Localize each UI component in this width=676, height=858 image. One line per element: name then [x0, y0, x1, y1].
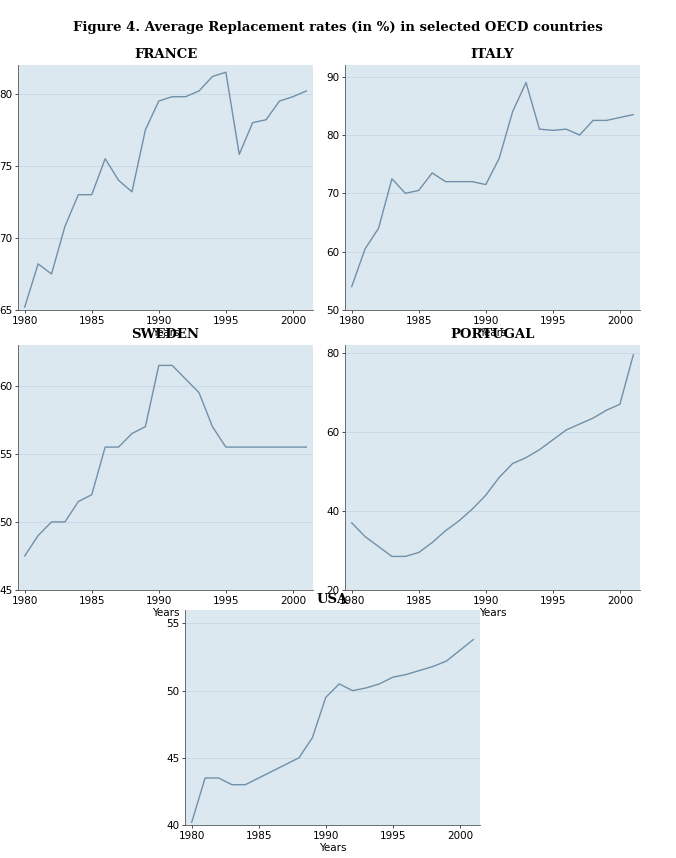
- X-axis label: Years: Years: [151, 329, 179, 338]
- Text: SWEDEN: SWEDEN: [132, 328, 199, 341]
- Text: Figure 4. Average Replacement rates (in %) in selected OECD countries: Figure 4. Average Replacement rates (in …: [73, 21, 603, 34]
- X-axis label: Years: Years: [151, 608, 179, 619]
- X-axis label: Years: Years: [479, 329, 506, 338]
- Text: USA: USA: [317, 593, 348, 606]
- X-axis label: Years: Years: [479, 608, 506, 619]
- X-axis label: Years: Years: [319, 843, 346, 854]
- Text: PORTUGAL: PORTUGAL: [450, 328, 535, 341]
- Text: FRANCE: FRANCE: [134, 48, 197, 61]
- Text: ITALY: ITALY: [470, 48, 514, 61]
